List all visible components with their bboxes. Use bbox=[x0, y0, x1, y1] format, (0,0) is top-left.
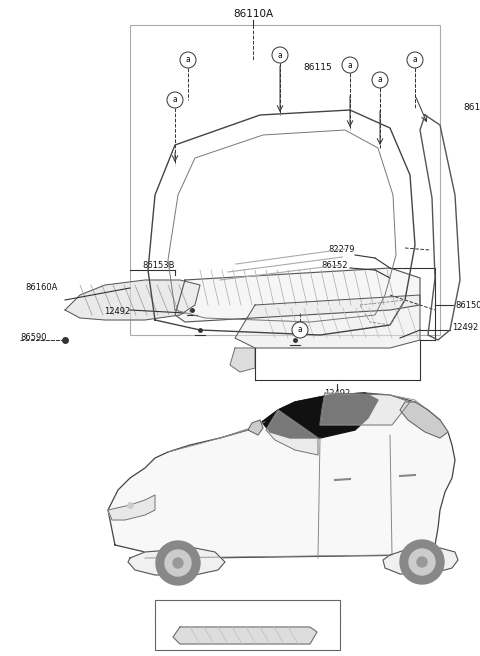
Circle shape bbox=[342, 57, 358, 73]
Polygon shape bbox=[320, 393, 410, 425]
Polygon shape bbox=[173, 627, 317, 644]
Polygon shape bbox=[248, 420, 263, 435]
Text: a: a bbox=[167, 605, 171, 615]
Circle shape bbox=[400, 540, 444, 584]
Text: a: a bbox=[413, 56, 418, 64]
Text: a: a bbox=[298, 325, 302, 335]
Circle shape bbox=[407, 52, 423, 68]
Polygon shape bbox=[400, 402, 448, 438]
Text: 86124D: 86124D bbox=[226, 605, 264, 615]
Bar bbox=[130, 25, 440, 335]
Text: 82279: 82279 bbox=[328, 245, 355, 255]
Text: 86160A: 86160A bbox=[25, 283, 58, 291]
Text: 86115: 86115 bbox=[303, 64, 332, 73]
Bar bbox=[155, 600, 340, 650]
Circle shape bbox=[161, 602, 177, 618]
Circle shape bbox=[167, 92, 183, 108]
Circle shape bbox=[292, 322, 308, 338]
Text: 12492: 12492 bbox=[324, 388, 350, 398]
Circle shape bbox=[156, 541, 200, 585]
Text: a: a bbox=[348, 60, 352, 70]
Circle shape bbox=[272, 47, 288, 63]
Polygon shape bbox=[266, 410, 318, 455]
Text: a: a bbox=[378, 75, 383, 85]
Polygon shape bbox=[383, 548, 458, 574]
Polygon shape bbox=[175, 268, 420, 322]
Text: 12492: 12492 bbox=[452, 323, 478, 333]
Text: 86110A: 86110A bbox=[233, 9, 273, 19]
Text: 12492: 12492 bbox=[104, 308, 130, 316]
Text: 86131F: 86131F bbox=[463, 104, 480, 112]
Polygon shape bbox=[235, 295, 420, 348]
Polygon shape bbox=[262, 393, 378, 438]
Circle shape bbox=[165, 550, 191, 576]
Text: 86152: 86152 bbox=[322, 260, 348, 270]
Text: a: a bbox=[277, 51, 282, 60]
Polygon shape bbox=[128, 548, 225, 575]
Circle shape bbox=[173, 558, 183, 568]
Text: 86153B: 86153B bbox=[143, 260, 175, 270]
Text: 86590: 86590 bbox=[20, 333, 47, 342]
Polygon shape bbox=[108, 393, 455, 558]
Text: 86150B: 86150B bbox=[455, 300, 480, 310]
Circle shape bbox=[417, 557, 427, 567]
Circle shape bbox=[409, 549, 435, 575]
Polygon shape bbox=[230, 348, 255, 372]
Text: a: a bbox=[186, 56, 191, 64]
Polygon shape bbox=[108, 495, 155, 520]
Polygon shape bbox=[65, 280, 200, 320]
Circle shape bbox=[180, 52, 196, 68]
Text: a: a bbox=[173, 96, 178, 104]
Circle shape bbox=[372, 72, 388, 88]
